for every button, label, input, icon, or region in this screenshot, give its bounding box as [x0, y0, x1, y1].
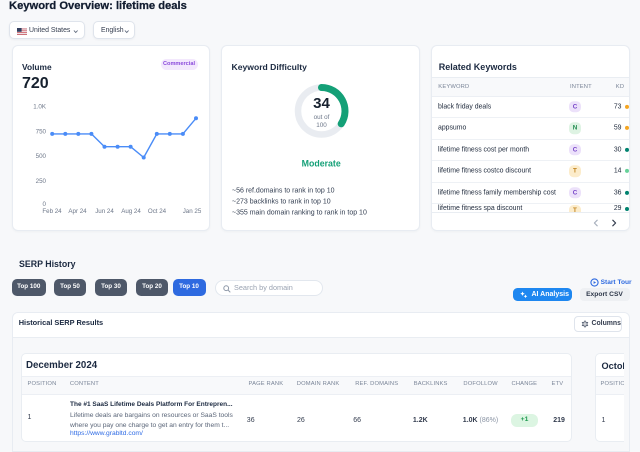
- svg-text:~273 backlinks to rank in top: ~273 backlinks to rank in top 10: [232, 199, 331, 206]
- svg-text:~355 main domain ranking to ra: ~355 main domain ranking to rank in top …: [232, 210, 367, 217]
- svg-text:Jun 24: Jun 24: [95, 208, 114, 215]
- svg-text:500: 500: [36, 153, 47, 160]
- svg-text:100: 100: [316, 122, 327, 129]
- svg-text:~56 ref.domains to rank in top: ~56 ref.domains to rank in top 10: [232, 188, 335, 195]
- svg-text:34: 34: [313, 95, 330, 112]
- svg-text:out of: out of: [313, 114, 329, 121]
- svg-text:Apr 24: Apr 24: [68, 208, 87, 215]
- svg-text:0: 0: [43, 201, 47, 208]
- svg-text:750: 750: [36, 128, 47, 135]
- svg-text:Oct 24: Oct 24: [148, 208, 167, 215]
- svg-text:Jan 25: Jan 25: [183, 208, 202, 215]
- svg-text:Moderate: Moderate: [301, 159, 340, 169]
- svg-text:1.0K: 1.0K: [33, 104, 47, 111]
- svg-text:Feb 24: Feb 24: [42, 208, 62, 215]
- svg-text:Aug 24: Aug 24: [121, 208, 141, 215]
- svg-text:250: 250: [36, 178, 47, 185]
